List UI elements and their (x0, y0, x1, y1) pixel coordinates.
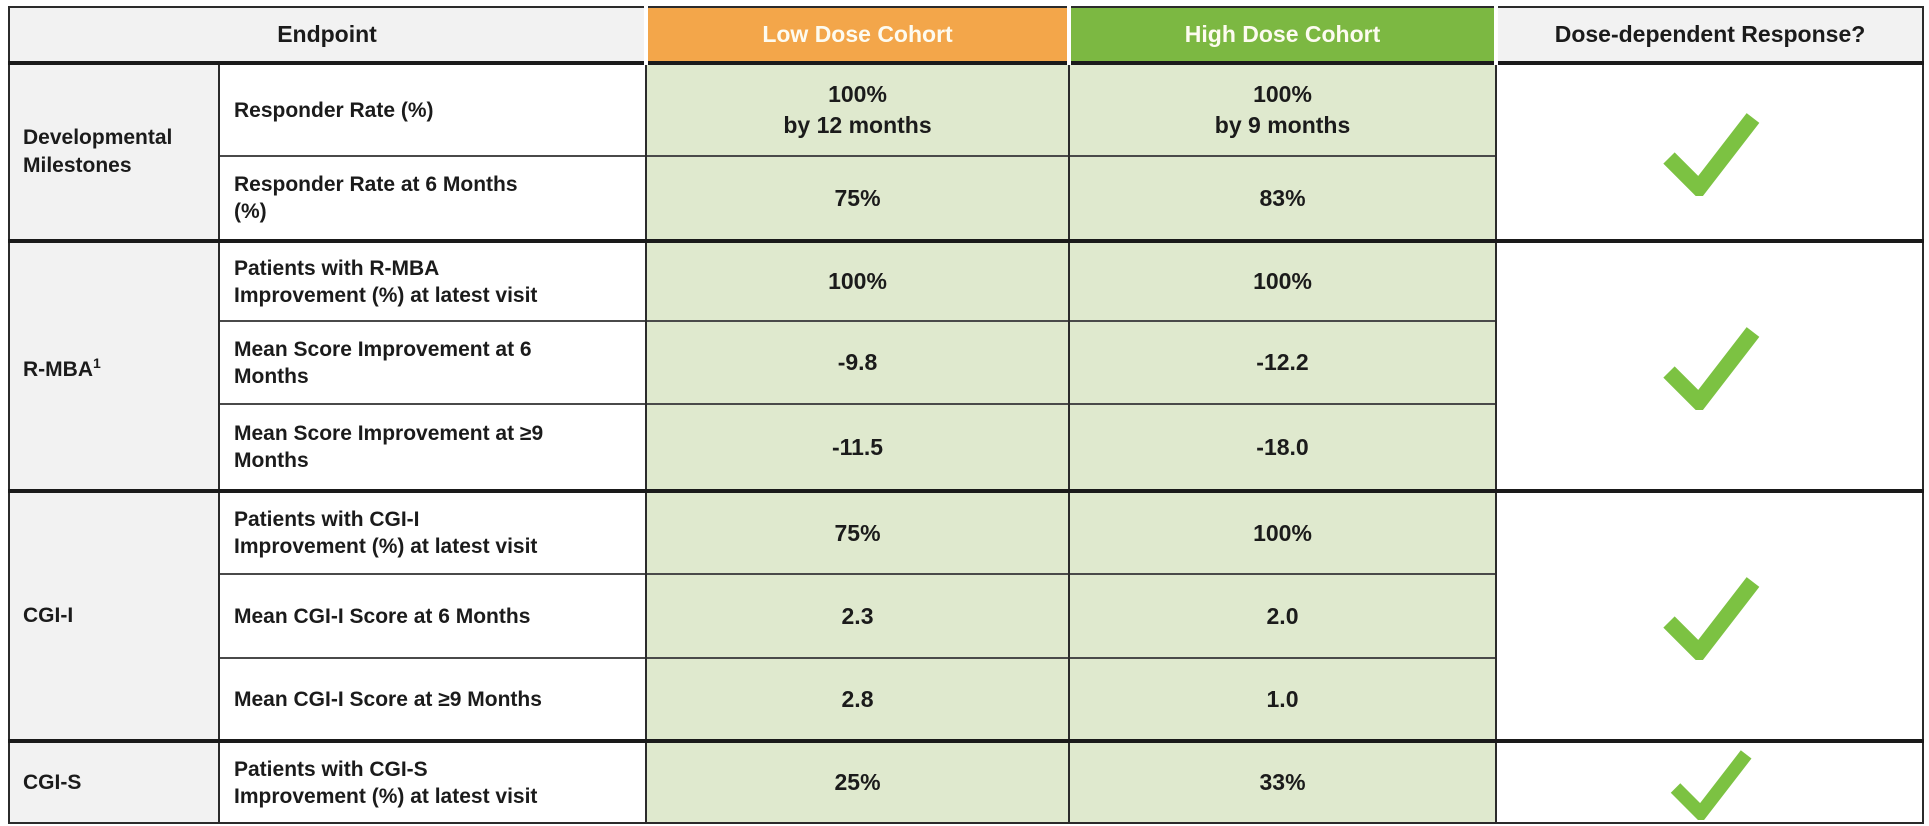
endpoint-label-cell: Mean CGI-I Score at 6 Months (217, 573, 648, 658)
endpoint-label-line: Mean Score Improvement at ≥9 (234, 422, 544, 445)
group-cell-cgii: CGI-I (8, 489, 220, 741)
group-name-line: Milestones (23, 154, 132, 177)
table-row: CGI-S Patients with CGI-S Improvement (%… (8, 739, 1925, 823)
value-line: 100% (1253, 268, 1312, 294)
dose-dependent-cell (1495, 61, 1925, 241)
low-dose-value-cell: 75% (645, 155, 1071, 241)
group-cell-cgis: CGI-S (8, 739, 220, 823)
high-dose-value-cell: -12.2 (1068, 320, 1498, 404)
value-line: 25% (834, 769, 881, 795)
high-dose-value-cell: 1.0 (1068, 657, 1498, 741)
table-row: CGI-I Patients with CGI-I Improvement (%… (8, 489, 1925, 741)
endpoint-label-line: Mean CGI-I Score at 6 Months (234, 604, 531, 628)
low-dose-value-cell: -11.5 (645, 403, 1071, 491)
table-row: Mean Score Improvement at ≥9 Months -11.… (9, 403, 1923, 491)
column-header-dose-dependent: Dose-dependent Response? (1494, 7, 1925, 63)
endpoint-label-line: Patients with R-MBA (234, 256, 440, 280)
column-header-low-dose: Low Dose Cohort (644, 7, 1071, 63)
low-dose-value-cell: 75% (645, 489, 1071, 574)
value-line: 100% (828, 81, 887, 107)
low-dose-value-cell: 25% (645, 739, 1071, 823)
value-line: -11.5 (831, 433, 884, 460)
low-dose-value-cell: 100% by 12 months (645, 61, 1071, 156)
endpoint-label-line: Mean Score Improvement at 6 (234, 337, 532, 361)
group-name-line: CGI-I (23, 604, 74, 627)
table-row: Mean CGI-I Score at ≥9 Months 2.8 1.0 (9, 657, 1923, 741)
value-line: 2.8 (841, 685, 874, 712)
endpoint-label-cell: Patients with CGI-S Improvement (%) at l… (217, 739, 648, 823)
high-dose-value-cell: 100% (1068, 489, 1498, 574)
dose-cohort-results-table: Endpoint Low Dose Cohort High Dose Cohor… (7, 6, 1925, 824)
value-line: -9.8 (837, 349, 878, 375)
endpoint-label-cell: Patients with CGI-I Improvement (%) at l… (217, 489, 648, 574)
endpoint-label-cell: Patients with R-MBA Improvement (%) at l… (217, 239, 648, 321)
header-row: Endpoint Low Dose Cohort High Dose Cohor… (7, 7, 1925, 63)
table-row: Mean CGI-I Score at 6 Months 2.3 2.0 (9, 573, 1923, 658)
endpoint-label-line: (%) (234, 200, 267, 223)
value-line: 100% (1253, 519, 1312, 546)
high-dose-value-cell: 100% by 9 months (1068, 61, 1498, 156)
endpoint-label-line: Improvement (%) at latest visit (234, 283, 538, 307)
checkmark-icon (1662, 113, 1759, 196)
value-line: -18.0 (1256, 433, 1309, 460)
endpoint-label-line: Improvement (%) at latest visit (234, 784, 538, 808)
low-dose-value-cell: 100% (645, 239, 1071, 321)
endpoint-label-line: Responder Rate (%) (234, 98, 434, 122)
table-row: Responder Rate at 6 Months (%) 75% 83% (9, 155, 1923, 241)
endpoint-label-line: Responder Rate at 6 Months (234, 173, 518, 196)
endpoint-label-line: Patients with CGI-I (234, 508, 420, 531)
value-line: 75% (834, 184, 881, 211)
value-line: by 12 months (783, 112, 932, 138)
value-line: 33% (1259, 769, 1306, 795)
dose-dependent-cell (1495, 239, 1925, 491)
endpoint-label-line: Months (234, 449, 309, 472)
value-line: 2.0 (1266, 602, 1299, 629)
dose-dependent-cell (1495, 489, 1925, 741)
endpoint-label-line: Mean CGI-I Score at ≥9 Months (234, 687, 542, 711)
column-header-endpoint: Endpoint (7, 7, 648, 63)
group-name-line: R-MBA1 (23, 354, 101, 381)
value-line: 75% (834, 519, 881, 546)
group-cell-developmental-milestones: Developmental Milestones (8, 61, 220, 241)
value-line: by 9 months (1214, 112, 1351, 138)
high-dose-value-cell: -18.0 (1068, 403, 1498, 491)
group-name-line: CGI-S (23, 770, 82, 794)
endpoint-label-line: Patients with CGI-S (234, 757, 428, 781)
table-row: R-MBA1 Patients with R-MBA Improvement (… (8, 239, 1925, 491)
checkmark-icon (1662, 577, 1759, 660)
high-dose-value-cell: 33% (1068, 739, 1498, 823)
endpoint-label-cell: Responder Rate at 6 Months (%) (217, 155, 648, 241)
high-dose-value-cell: 83% (1068, 155, 1498, 241)
table-row: Mean Score Improvement at 6 Months -9.8 … (9, 320, 1923, 404)
checkmark-icon (1670, 749, 1752, 820)
value-line: 100% (1253, 81, 1312, 107)
column-header-high-dose: High Dose Cohort (1067, 7, 1498, 63)
low-dose-value-cell: 2.8 (645, 657, 1071, 741)
endpoint-label-cell: Mean CGI-I Score at ≥9 Months (217, 657, 648, 741)
value-line: 1.0 (1266, 685, 1299, 712)
endpoint-label-cell: Mean Score Improvement at ≥9 Months (217, 403, 648, 491)
low-dose-value-cell: 2.3 (645, 573, 1071, 658)
checkmark-icon (1662, 327, 1759, 410)
group-cell-rmba: R-MBA1 (8, 239, 220, 491)
value-line: 100% (828, 268, 887, 294)
low-dose-value-cell: -9.8 (645, 320, 1071, 404)
endpoint-label-cell: Responder Rate (%) (217, 61, 648, 156)
value-line: 2.3 (841, 602, 874, 629)
dose-dependent-cell (1495, 739, 1925, 823)
endpoint-label-cell: Mean Score Improvement at 6 Months (217, 320, 648, 404)
high-dose-value-cell: 100% (1068, 239, 1498, 321)
value-line: 83% (1259, 184, 1306, 211)
footnote-marker: 1 (92, 354, 101, 371)
endpoint-label-line: Months (234, 364, 309, 388)
group-name-line: Developmental (23, 126, 173, 149)
value-line: -12.2 (1256, 349, 1309, 375)
high-dose-value-cell: 2.0 (1068, 573, 1498, 658)
endpoint-label-line: Improvement (%) at latest visit (234, 535, 538, 558)
table-row: Developmental Milestones Responder Rate … (8, 61, 1925, 241)
